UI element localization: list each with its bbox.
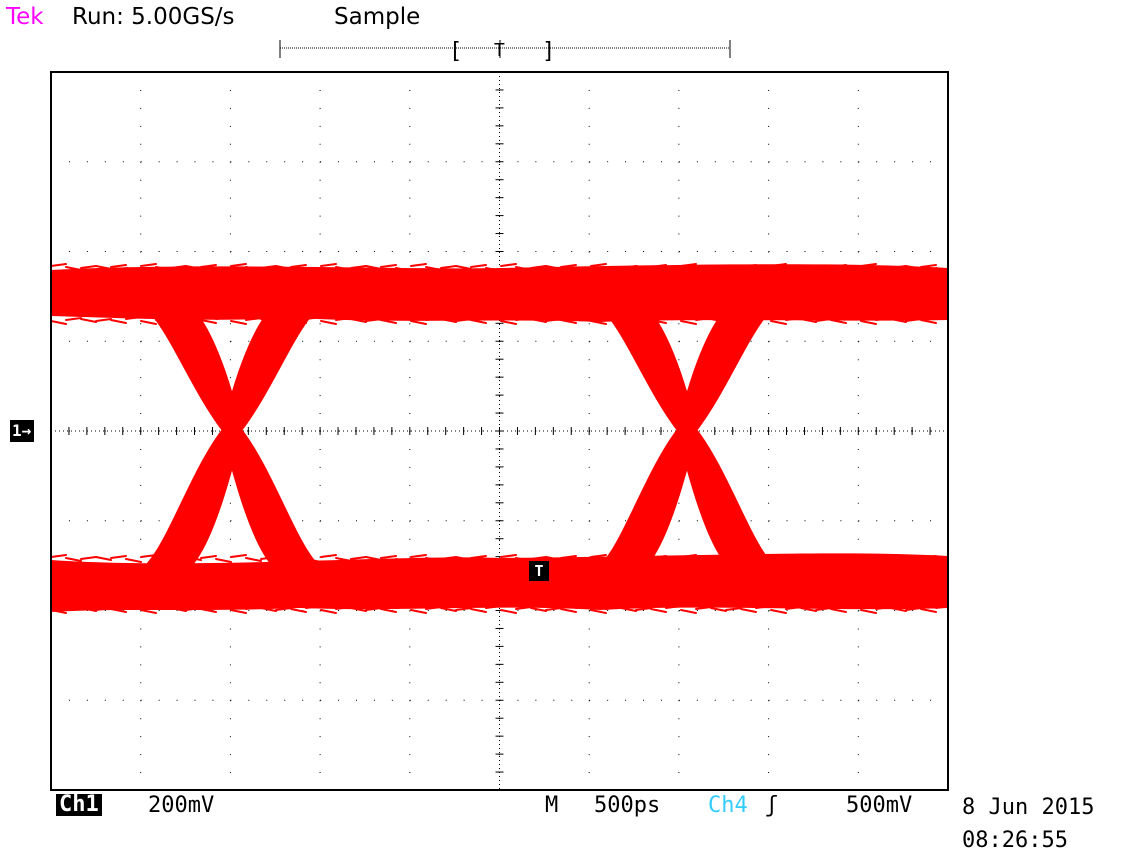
channel1-ground-marker[interactable]: 1→ xyxy=(10,420,34,442)
acquisition-mode: Sample xyxy=(334,4,421,30)
record-bracket-right: ] xyxy=(542,39,555,64)
record-trigger-label: T xyxy=(494,40,505,61)
capture-date: 8 Jun 2015 xyxy=(962,795,1095,820)
graticule-grid xyxy=(50,71,949,791)
eye-diagram-waveform xyxy=(51,263,948,614)
rising-edge-icon: ʃ xyxy=(765,793,779,818)
timebase-value: 500ps xyxy=(594,793,661,818)
trigger-point-marker[interactable]: T xyxy=(529,561,549,581)
timebase-prefix: M xyxy=(545,793,559,818)
channel1-vertical-scale: 200mV xyxy=(148,793,215,818)
channel1-label[interactable]: Ch1 xyxy=(56,794,102,816)
record-length-bar: [ T ] xyxy=(279,39,731,64)
run-status: Run: 5.00GS/s xyxy=(72,4,235,30)
capture-time: 08:26:55 xyxy=(962,828,1068,853)
graticule-border xyxy=(50,71,949,791)
record-bracket-left: [ xyxy=(449,39,462,64)
tek-brand-logo: Tek xyxy=(6,4,44,30)
trigger-level: 500mV xyxy=(846,793,913,818)
trigger-source: Ch4 xyxy=(708,793,748,818)
